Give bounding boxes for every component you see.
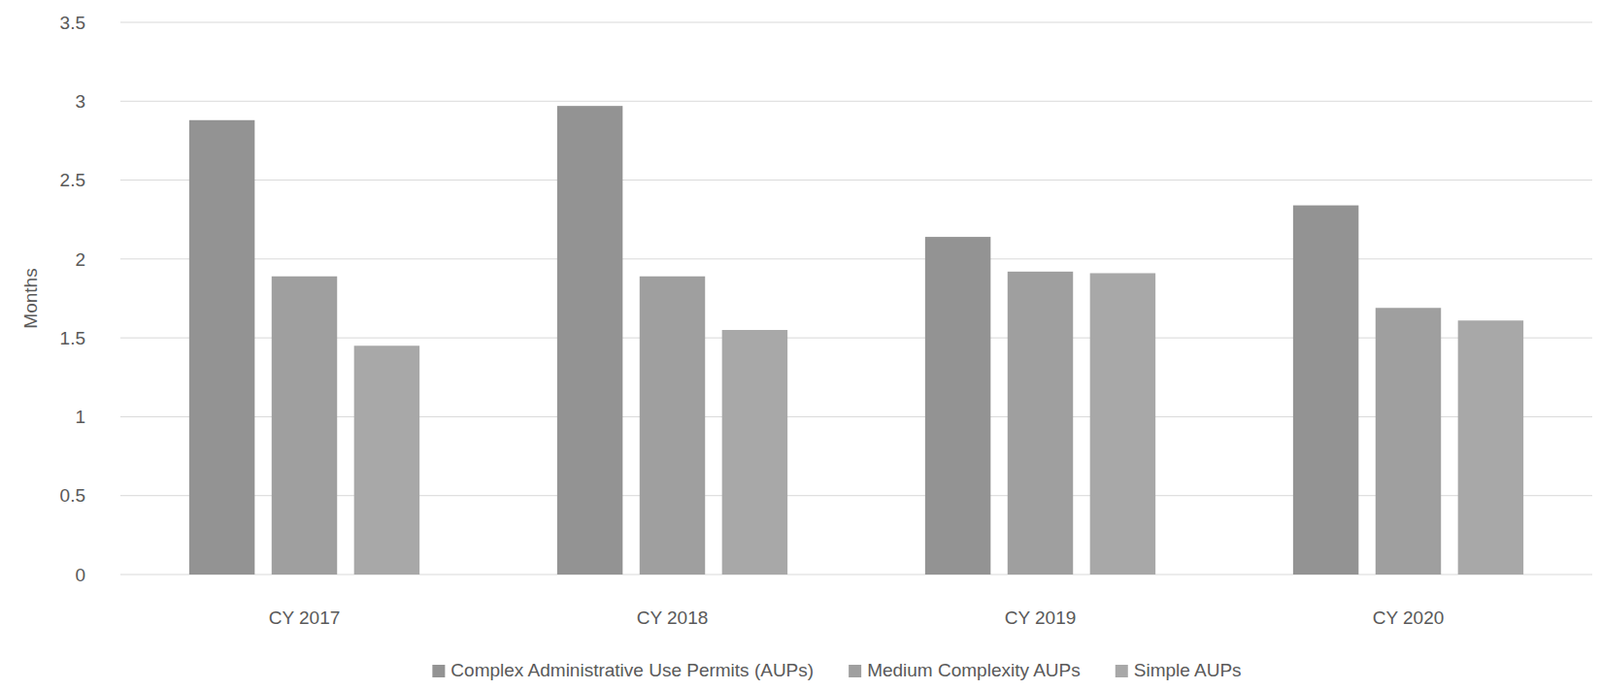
chart-container: 0 0.5 1 1.5 2 2.5 3 3.5 Months CY 2017 CY 2018 CY 2… [0, 0, 1600, 690]
legend-label: Simple AUPs [1133, 660, 1242, 681]
y-tick-label: 1 [74, 406, 86, 428]
x-tick-label: CY 2019 [1004, 607, 1077, 629]
grid-line [120, 100, 1593, 102]
legend-label: Complex Administrative Use Permits (AUPs… [450, 660, 814, 681]
y-tick-label: 1.5 [60, 328, 86, 349]
bar [1375, 307, 1441, 575]
y-tick-label: 3.5 [60, 12, 86, 34]
legend-swatch [1115, 665, 1129, 678]
legend-swatch [432, 665, 445, 678]
bars [189, 105, 1524, 575]
grid-line [120, 22, 1593, 24]
bar [354, 345, 420, 575]
grid-line [120, 258, 1593, 260]
grid-line [120, 574, 1593, 576]
bar [1293, 205, 1359, 575]
bar [1007, 271, 1073, 575]
y-tick-label: 0.5 [60, 485, 86, 506]
grid-line [120, 416, 1593, 418]
bar [1458, 320, 1524, 575]
y-tick-label: 0 [74, 565, 86, 586]
bar [1090, 272, 1156, 575]
bar [557, 105, 623, 575]
bar [639, 276, 705, 575]
grid-line [120, 337, 1593, 339]
legend-swatch [848, 665, 862, 678]
legend-label: Medium Complexity AUPs [866, 660, 1081, 681]
x-tick-label: CY 2017 [268, 607, 341, 629]
y-tick-label: 3 [74, 91, 86, 112]
x-tick-label: CY 2018 [636, 607, 709, 629]
chart-svg: 0 0.5 1 1.5 2 2.5 3 3.5 Months CY 2017 CY 2018 CY 2… [0, 0, 1600, 690]
x-tick-label: CY 2020 [1372, 607, 1445, 629]
legend: Complex Administrative Use Permits (AUPs… [432, 660, 1241, 681]
bar [925, 236, 991, 575]
y-tick-label: 2 [74, 249, 86, 270]
bar [189, 120, 255, 575]
grid-line [120, 179, 1593, 181]
grid-line [120, 495, 1593, 497]
bar [722, 330, 788, 575]
bar [271, 276, 337, 575]
y-axis-title: Months [20, 267, 41, 329]
y-tick-label: 2.5 [60, 169, 86, 191]
